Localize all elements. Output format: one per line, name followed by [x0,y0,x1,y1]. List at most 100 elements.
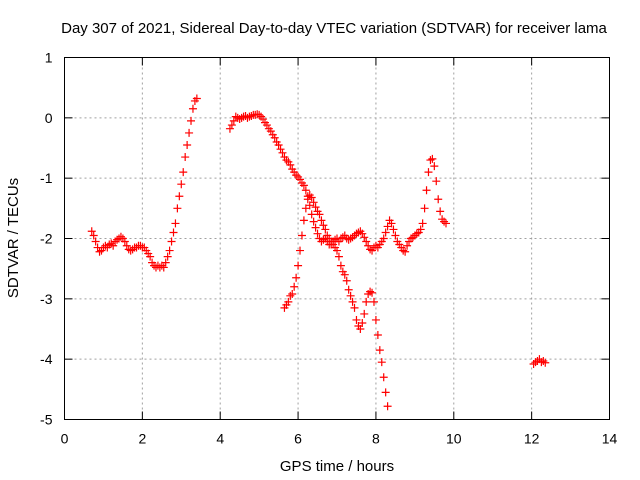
data-segment-1 [87,94,201,272]
data-point [161,258,170,267]
data-point [288,290,297,299]
data-point [346,291,355,300]
data-point [282,156,291,165]
data-point [362,237,371,246]
data-point [358,318,367,327]
data-segment-2 [225,110,450,256]
data-segment-3 [280,191,392,411]
data-point [89,231,98,240]
data-point [342,276,351,285]
data-point [368,288,377,297]
data-point [422,186,431,195]
data-point [286,291,295,300]
data-markers [87,94,550,411]
data-point [255,110,264,119]
data-point [225,124,234,133]
data-point [159,263,168,272]
data-point [296,246,305,255]
data-point [383,402,392,411]
data-point [284,297,293,306]
data-point [360,233,369,242]
data-point [334,252,343,261]
data-point [109,241,118,250]
data-point [311,203,320,212]
x-tick-label: 10 [446,431,462,447]
data-point [177,180,186,189]
data-point [366,245,375,254]
x-tick-label: 0 [61,431,69,447]
data-point [278,148,287,157]
data-point [428,154,437,163]
data-point [299,216,308,225]
y-tick-label: -1 [40,170,53,186]
x-tick-label: 14 [602,431,618,447]
data-point [165,246,174,255]
data-point [371,241,380,250]
x-tick-label: 12 [524,431,540,447]
y-tick-label: 0 [45,110,53,126]
data-point [381,228,390,237]
data-point [373,331,382,340]
data-point [379,373,388,382]
data-point [247,112,256,121]
data-point [296,175,305,184]
data-point [167,237,176,246]
x-tick-label: 8 [372,431,380,447]
data-point [340,270,349,279]
data-point [352,315,361,324]
data-point [434,195,443,204]
data-point [358,229,367,238]
data-point [266,127,275,136]
data-point [290,282,299,291]
data-point [375,346,384,355]
x-tick-label: 4 [216,431,224,447]
data-point [348,297,357,306]
x-tick-label: 6 [294,431,302,447]
data-point [416,225,425,234]
data-point [440,217,449,226]
data-point [163,252,172,261]
data-point [317,216,326,225]
data-point [95,247,104,256]
x-axis-label: GPS time / hours [280,458,394,475]
data-point [371,315,380,324]
data-point [436,207,445,216]
data-point [270,133,279,142]
data-point [333,246,341,255]
data-point [175,192,184,201]
data-point [262,121,271,130]
data-point [91,237,100,246]
data-point [344,285,353,294]
data-point [243,113,252,122]
data-point [292,171,301,180]
axis-ticks: 0 2 4 6 8 10 12 14 -5 -4 -3 -2 -1 0 1 [40,50,617,447]
data-segment-4 [529,355,550,368]
data-point [389,225,398,234]
data-point [301,204,310,213]
data-point [403,241,412,250]
data-point [432,177,441,186]
y-tick-label: 1 [45,50,53,66]
data-point [336,261,345,270]
data-point [387,219,396,228]
data-point [299,181,308,190]
data-point [307,193,316,202]
data-point [181,153,190,162]
data-point [366,287,375,296]
data-point [245,112,254,121]
data-point [377,358,386,367]
data-point [315,210,324,219]
y-tick-label: -3 [40,291,53,307]
data-point [136,241,145,250]
data-point [408,233,417,242]
data-point [381,388,390,397]
data-point [418,219,427,228]
data-point [294,261,303,270]
y-tick-label: -4 [40,351,53,367]
data-point [292,273,301,282]
data-point [350,303,359,312]
data-point [362,297,371,306]
data-point [313,229,322,238]
data-point [399,246,408,255]
data-point [364,241,373,250]
